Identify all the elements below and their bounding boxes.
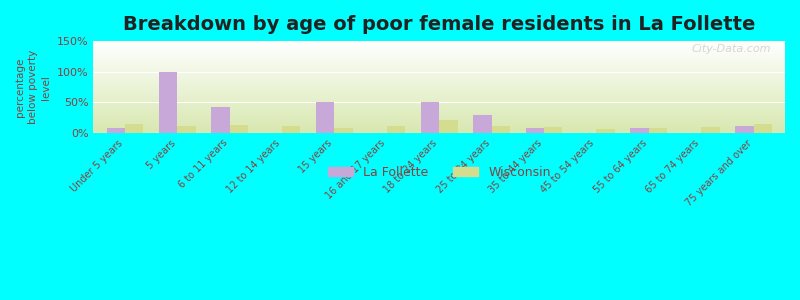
Bar <box>421 102 439 133</box>
Y-axis label: percentage
below poverty
level: percentage below poverty level <box>15 50 51 124</box>
Bar <box>316 102 334 133</box>
Bar <box>649 128 667 133</box>
Title: Breakdown by age of poor female residents in La Follette: Breakdown by age of poor female resident… <box>123 15 755 34</box>
Bar <box>735 126 754 133</box>
Bar <box>106 128 125 133</box>
Bar <box>492 126 510 133</box>
Bar <box>596 129 614 133</box>
Legend: La Follette, Wisconsin: La Follette, Wisconsin <box>323 161 555 184</box>
Text: City-Data.com: City-Data.com <box>692 44 771 54</box>
Bar <box>334 128 353 133</box>
Bar <box>544 127 562 133</box>
Bar <box>211 107 230 133</box>
Bar <box>630 128 649 133</box>
Bar <box>439 119 458 133</box>
Bar <box>526 128 544 133</box>
Bar <box>125 124 143 133</box>
Bar <box>754 124 772 133</box>
Bar <box>701 127 719 133</box>
Bar <box>282 126 300 133</box>
Bar <box>474 115 492 133</box>
Bar <box>230 125 248 133</box>
Bar <box>159 72 178 133</box>
Bar <box>178 126 196 133</box>
Bar <box>387 126 405 133</box>
